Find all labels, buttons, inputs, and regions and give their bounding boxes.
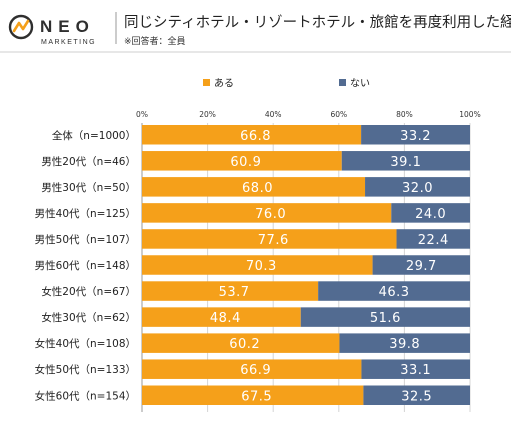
chart-subtitle: ※回答者：全員 xyxy=(124,35,186,47)
legend: ある ない xyxy=(203,78,370,90)
bar-value-label: 32.0 xyxy=(402,181,433,196)
bar-segment xyxy=(318,281,470,301)
bar-segment xyxy=(396,229,470,249)
bar-value-label: 33.1 xyxy=(400,363,431,378)
bar-segment xyxy=(339,333,470,353)
x-tick-label: 0% xyxy=(136,110,148,119)
legend-label-1: ある xyxy=(214,78,234,90)
bar-segment xyxy=(142,307,301,327)
x-tick-label: 80% xyxy=(396,110,413,119)
bar-value-label: 76.0 xyxy=(255,207,286,222)
bar-value-label: 60.9 xyxy=(230,155,261,170)
logo-brand: NEO xyxy=(40,17,95,36)
category-label: 女性60代（n=154） xyxy=(35,389,136,402)
bar-segment xyxy=(300,307,470,327)
category-label: 女性40代（n=108） xyxy=(35,337,136,350)
bar-value-label: 77.6 xyxy=(258,233,289,248)
x-tick-label: 40% xyxy=(265,110,282,119)
legend-swatch-1 xyxy=(203,79,210,86)
bar-segment xyxy=(142,177,366,197)
bar-segment xyxy=(142,255,373,275)
x-tick-label: 60% xyxy=(330,110,347,119)
category-label: 男性20代（n=46） xyxy=(41,155,136,168)
bar-value-label: 51.6 xyxy=(370,311,401,326)
category-label: 全体（n=1000） xyxy=(52,129,136,142)
bar-value-label: 29.7 xyxy=(406,259,437,274)
x-tick-label: 100% xyxy=(459,110,480,119)
chart-title: 同じシティホテル・リゾートホテル・旅館を再度利用した経験 xyxy=(124,14,511,31)
bar-segment xyxy=(142,359,362,379)
category-label: 男性50代（n=107） xyxy=(35,233,136,246)
bar-segment xyxy=(372,255,470,275)
category-label: 男性30代（n=50） xyxy=(41,181,136,194)
bar-segment xyxy=(365,177,470,197)
bar-value-label: 67.5 xyxy=(241,389,272,404)
x-tick-label: 20% xyxy=(199,110,216,119)
bar-value-label: 66.8 xyxy=(240,129,271,144)
category-label: 男性60代（n=148） xyxy=(35,259,136,272)
bar-value-label: 39.8 xyxy=(389,337,420,352)
bar-segment xyxy=(363,385,470,405)
bar-value-label: 24.0 xyxy=(415,207,446,222)
bar-value-label: 33.2 xyxy=(400,129,431,144)
bar-value-label: 22.4 xyxy=(418,233,449,248)
category-labels: 全体（n=1000） 男性20代（n=46） 男性30代（n=50） 男性40代（n=… xyxy=(35,129,136,403)
bar-segment xyxy=(142,203,392,223)
category-label: 男性40代（n=125） xyxy=(35,207,136,220)
bar-value-label: 48.4 xyxy=(210,311,241,326)
bar-segment xyxy=(361,359,470,379)
bar-value-label: 60.2 xyxy=(229,337,260,352)
bar-segment xyxy=(142,333,340,353)
bar-segment xyxy=(142,281,319,301)
category-label: 女性50代（n=133） xyxy=(35,363,136,376)
logo-chart-line-icon xyxy=(12,19,30,33)
bar-value-label: 68.0 xyxy=(242,181,273,196)
bars: 66.8 33.2 60.9 39.1 68.0 32.0 76.0 24.0 77.6 22.4… xyxy=(142,125,470,405)
logo-sub: MARKETING xyxy=(41,39,96,46)
x-axis-ticks: 0% 20% 40% 60% 80% 100% xyxy=(136,110,481,119)
legend-label-2: ない xyxy=(350,78,370,90)
bar-segment xyxy=(361,125,470,145)
bar-segment xyxy=(142,385,364,405)
bar-value-label: 70.3 xyxy=(246,259,277,274)
bar-value-label: 46.3 xyxy=(379,285,410,300)
bar-value-label: 53.7 xyxy=(219,285,250,300)
logo-circle-icon xyxy=(8,14,34,40)
bar-segment xyxy=(142,151,342,171)
bar-value-label: 32.5 xyxy=(401,389,432,404)
legend-swatch-2 xyxy=(339,79,346,86)
bar-segment xyxy=(391,203,470,223)
logo: NEO MARKETING xyxy=(8,14,96,46)
category-label: 女性20代（n=67） xyxy=(41,285,136,298)
bar-value-label: 66.9 xyxy=(240,363,271,378)
bar-segment xyxy=(142,125,362,145)
bar-segment xyxy=(142,229,397,249)
bar-value-label: 39.1 xyxy=(390,155,421,170)
category-label: 女性30代（n=62） xyxy=(41,311,136,324)
bar-segment xyxy=(341,151,470,171)
